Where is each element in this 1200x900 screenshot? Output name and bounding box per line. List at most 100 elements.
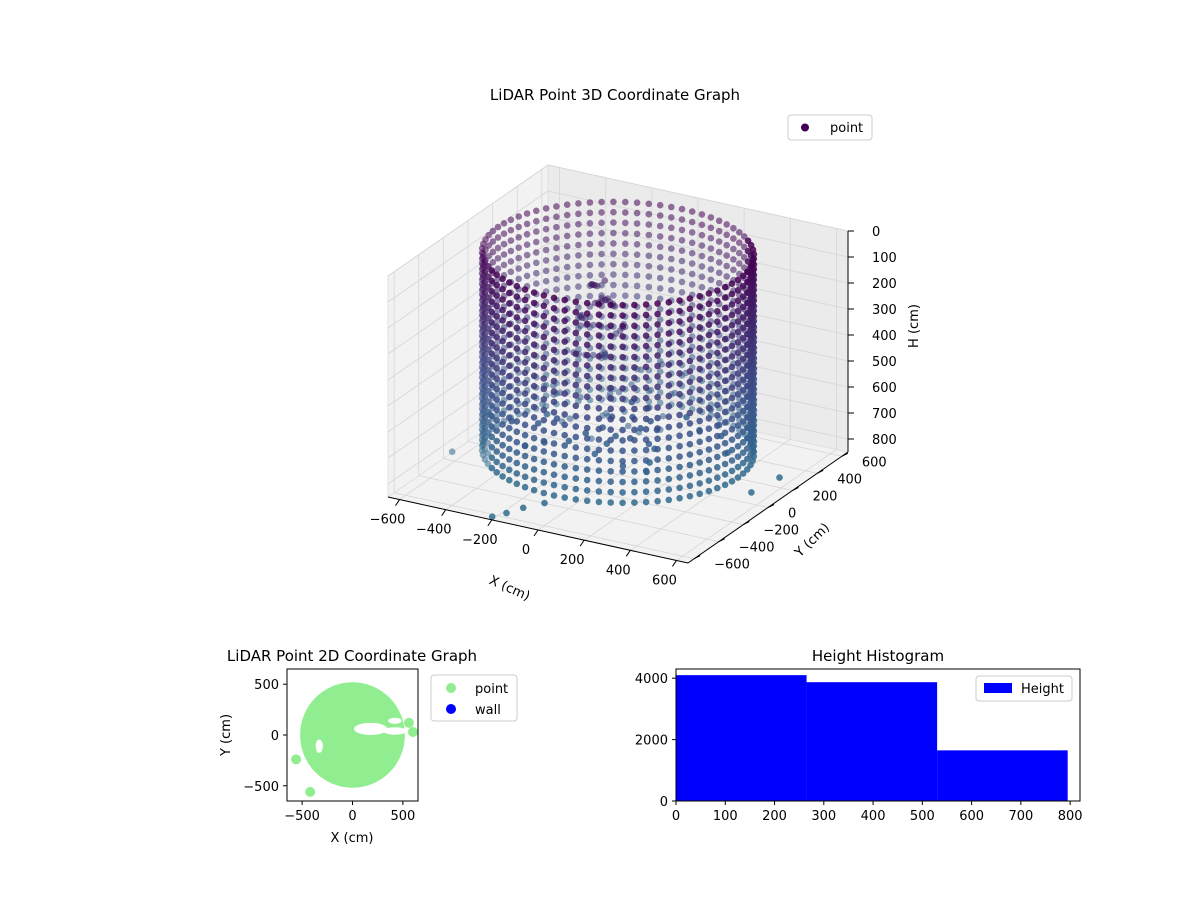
histogram-bar [676,675,807,801]
scatter-point-3d [642,322,650,329]
gridline-z-left-3d [387,242,549,355]
scatter-point-3d [645,252,653,260]
scatter-point-3d [595,301,603,308]
legend-label-point-2d: point [475,682,508,697]
scatter-point-3d [561,359,568,366]
scatter-point-3d [550,492,558,499]
scatter-point-3d [513,293,521,300]
scatter-point-3d [521,452,529,460]
scatter-point-3d [721,367,729,374]
scatter-point-3d [642,394,650,402]
scatter-point-3d [521,442,529,449]
scatter-point-3d [721,387,729,395]
y-tick-label-3d: −200 [763,524,799,539]
scatter-point-3d [523,241,531,248]
scatter-point-3d [656,274,664,282]
scatter-point-3d [668,266,675,273]
scatter-point-3d [582,429,589,437]
scatter-point-3d [575,283,582,290]
z-tick-label-3d: 100 [872,251,897,266]
scatter-point-3d [714,318,721,326]
scatter-point-3d [642,374,650,381]
scatter-point-3d [530,382,538,390]
scatter-point-3d [572,464,580,472]
scatter-point-3d [631,457,638,465]
y-tick-mark-3d [743,521,750,526]
scatter-point-3d [619,468,626,475]
scatter-point-3d [550,471,558,479]
scatter-point-3d [739,366,747,373]
scatter-point-3d [688,260,696,267]
scatter-point-3d [714,422,721,430]
scatter-point-3d [739,387,747,394]
scatter-point-3d [665,382,673,389]
scatter-point-3d [488,513,496,520]
scatter-point-3d [607,478,614,486]
scatter-point-3d [665,309,673,317]
scatter-point-3d [530,393,538,400]
x-tick-label-histogram: 600 [959,809,984,824]
scatter-point-3d [686,357,694,365]
x-tick-label-2d: 0 [348,809,356,824]
scatter-point-3d [530,434,538,442]
scatter-point-3d [607,499,614,506]
gridline-z-back-3d [547,320,849,388]
scatter-point-3d [734,276,742,284]
gridline-z-left-3d [387,346,549,459]
scatter-point-3d [696,438,703,446]
scatter-point-3d [553,234,560,241]
scatter-point-3d [619,437,626,444]
scatter-point-3d [619,374,626,382]
scatter-point-3d [707,214,715,221]
y-tick-label-3d: 600 [862,455,887,470]
legend-marker-point-2d [446,683,456,693]
scatter-point-3d [499,369,506,376]
scatter-point-3d [730,235,737,242]
scatter-point-3d [561,307,568,314]
scatter-point-3d [728,311,736,319]
scatter-point-3d [550,409,558,416]
scatter-point-3d [714,432,721,440]
scatter-point-3d [676,494,683,502]
scatter-point-3d [540,302,548,310]
scatter-point-3d [540,458,548,466]
scatter-point-3d [676,359,683,367]
scatter-point-3d [622,219,629,227]
scatter-point-3d [696,386,703,394]
scatter-point-3d [633,282,641,290]
scatter-point-3d [540,323,548,330]
scatter-point-3d [721,325,729,333]
plot-histogram: Height Histogram 0 100 200 300 400 500 600 700 8… [635,647,1083,824]
scatter-point-3d [619,447,626,455]
scatter-point-3d [533,249,540,256]
scatter-point-3d [494,265,502,273]
scatter-point-3d [494,223,502,231]
scatter-point-3d [488,454,496,462]
scatter-point-3d [715,259,723,266]
scatter-point-3d [739,335,747,342]
scatter-point-3d [506,289,513,297]
scatter-point-3d [654,497,661,505]
scatter-point-3d [494,244,502,252]
scatter-point-3d [705,383,713,391]
scatter-point-3d [521,473,529,481]
scatter-point-3d [484,346,492,353]
scatter-point-3d [715,279,723,287]
scatter-point-3d [728,426,736,433]
scatter-point-3d [633,293,641,300]
scatter-point-3d [530,403,538,411]
scatter-point-3d [553,265,560,273]
scatter-point-3d [499,379,506,387]
scatter-point-3d [550,294,558,302]
scatter-point-3d [500,251,508,258]
scatter-point-3d [607,332,614,340]
scatter-point-3d [676,474,683,481]
scatter-point-3d [550,377,558,385]
scatter-point-3d [513,366,521,373]
scatter-point-3d [513,386,521,394]
z-axis-label-3d: H (cm) [907,304,922,348]
scatter-point-3d [533,259,540,267]
scatter-point-3d [542,277,550,285]
scatter-point-3d [589,351,597,359]
